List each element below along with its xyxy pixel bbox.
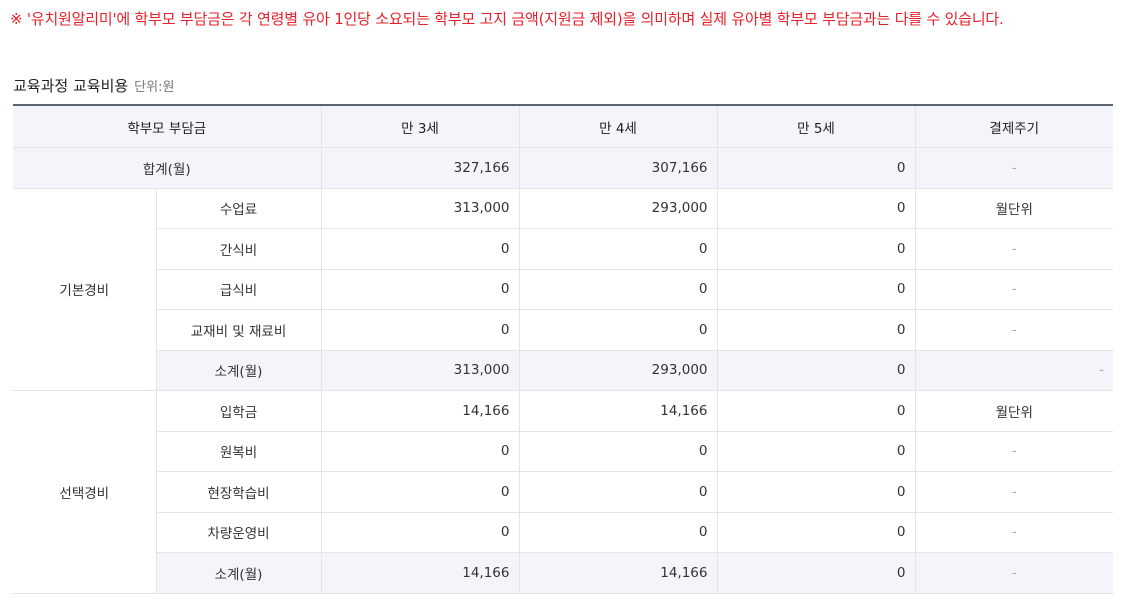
subtotal-label: 소계(월) xyxy=(156,552,322,594)
cell-age4: 0 xyxy=(519,269,718,310)
cell-age5: 0 xyxy=(717,269,916,310)
subtotal-age5: 0 xyxy=(717,552,916,594)
cell-age3: 0 xyxy=(321,471,520,513)
section-title-text: 교육과정 교육비용 xyxy=(13,77,129,95)
header-parent-fee: 학부모 부담금 xyxy=(13,105,322,148)
cell-age5: 0 xyxy=(717,512,916,553)
cell-age3: 0 xyxy=(321,269,520,310)
table-row: 간식비 0 0 0 - xyxy=(13,228,1113,270)
subtotal-age4: 14,166 xyxy=(519,552,718,594)
cell-cycle: - xyxy=(915,471,1113,513)
header-age-4: 만 4세 xyxy=(519,105,718,148)
subtotal-age3: 14,166 xyxy=(321,552,520,594)
table-row: 기본경비 수업료 313,000 293,000 0 월단위 xyxy=(13,188,1113,391)
cell-age4: 0 xyxy=(519,228,718,270)
cell-age4: 0 xyxy=(519,512,718,553)
cell-age5: 0 xyxy=(717,309,916,351)
cell-cycle: - xyxy=(915,309,1113,351)
subtotal-cycle: - xyxy=(915,552,1113,594)
subtotal-cycle: - xyxy=(915,350,1113,391)
cell-age3: 0 xyxy=(321,228,520,270)
cell-cycle: - xyxy=(915,269,1113,310)
unit-label: 단위:원 xyxy=(134,80,175,95)
row-label: 수업료 xyxy=(156,188,322,229)
total-age4: 307,166 xyxy=(519,147,718,189)
subtotal-age4: 293,000 xyxy=(519,350,718,391)
cell-age5: 0 xyxy=(717,471,916,513)
cell-cycle: - xyxy=(915,228,1113,270)
subtotal-row: 소계(월) 14,166 14,166 0 - xyxy=(13,552,1113,594)
subtotal-age3: 313,000 xyxy=(321,350,520,391)
table-row: 현장학습비 0 0 0 - xyxy=(13,471,1113,513)
header-age-5: 만 5세 xyxy=(717,105,916,148)
cell-cycle: 월단위 xyxy=(915,188,1113,229)
cell-age3: 0 xyxy=(321,512,520,553)
section-title: 교육과정 교육비용 단위:원 xyxy=(13,75,174,96)
row-label: 원복비 xyxy=(156,431,322,472)
row-label: 간식비 xyxy=(156,228,322,270)
cell-age5: 0 xyxy=(717,390,916,432)
table-header-row: 학부모 부담금 만 3세 만 4세 만 5세 결제주기 xyxy=(13,105,1113,148)
row-label: 교재비 및 재료비 xyxy=(156,309,322,351)
total-row: 합계(월) 327,166 307,166 0 - xyxy=(13,147,1113,189)
group-basic-label: 기본경비 xyxy=(13,188,157,391)
group-optional-label: 선택경비 xyxy=(13,390,157,594)
table-row: 선택경비 입학금 14,166 14,166 0 월단위 xyxy=(13,390,1113,594)
cell-age3: 14,166 xyxy=(321,390,520,432)
row-label: 급식비 xyxy=(156,269,322,310)
table-row: 교재비 및 재료비 0 0 0 - xyxy=(13,309,1113,351)
cell-cycle: - xyxy=(915,512,1113,553)
row-label: 현장학습비 xyxy=(156,471,322,513)
cell-cycle: - xyxy=(915,431,1113,472)
total-cycle: - xyxy=(915,147,1113,189)
subtotal-age5: 0 xyxy=(717,350,916,391)
header-age-3: 만 3세 xyxy=(321,105,520,148)
cost-table: 학부모 부담금 만 3세 만 4세 만 5세 결제주기 합계(월) 327,16… xyxy=(13,104,1113,594)
cell-cycle: 월단위 xyxy=(915,390,1113,432)
table-row: 원복비 0 0 0 - xyxy=(13,431,1113,472)
total-age5: 0 xyxy=(717,147,916,189)
notice-text: ※ '유치원알리미'에 학부모 부담금은 각 연령별 유아 1인당 소요되는 학… xyxy=(10,10,1004,28)
table-row: 급식비 0 0 0 - xyxy=(13,269,1113,310)
cell-age3: 0 xyxy=(321,431,520,472)
cell-age5: 0 xyxy=(717,431,916,472)
table-row: 차량운영비 0 0 0 - xyxy=(13,512,1113,553)
subtotal-label: 소계(월) xyxy=(156,350,322,391)
row-label: 차량운영비 xyxy=(156,512,322,553)
cell-age3: 313,000 xyxy=(321,188,520,229)
cell-age4: 0 xyxy=(519,431,718,472)
cell-age4: 14,166 xyxy=(519,390,718,432)
cell-age5: 0 xyxy=(717,228,916,270)
total-age3: 327,166 xyxy=(321,147,520,189)
header-payment-cycle: 결제주기 xyxy=(915,105,1113,148)
cell-age3: 0 xyxy=(321,309,520,351)
cell-age5: 0 xyxy=(717,188,916,229)
total-label: 합계(월) xyxy=(13,147,322,189)
subtotal-row: 소계(월) 313,000 293,000 0 - xyxy=(13,350,1113,391)
cell-age4: 0 xyxy=(519,309,718,351)
cell-age4: 0 xyxy=(519,471,718,513)
cell-age4: 293,000 xyxy=(519,188,718,229)
row-label: 입학금 xyxy=(156,390,322,432)
